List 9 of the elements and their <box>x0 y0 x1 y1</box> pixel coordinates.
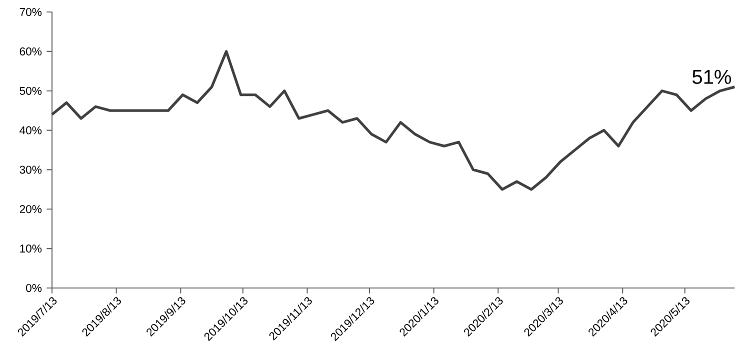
y-tick-label: 30% <box>20 166 42 174</box>
y-tick-label: 60% <box>20 47 42 56</box>
annotation: 51% <box>692 70 731 84</box>
y-tick-label: 0% <box>26 284 42 292</box>
y-tick-label: 10% <box>20 244 42 253</box>
y-tick-label: 70% <box>20 8 42 16</box>
y-tick-label: 40% <box>20 126 42 134</box>
y-tick-label: 20% <box>20 205 42 214</box>
y-tick-label: 50% <box>20 86 42 95</box>
